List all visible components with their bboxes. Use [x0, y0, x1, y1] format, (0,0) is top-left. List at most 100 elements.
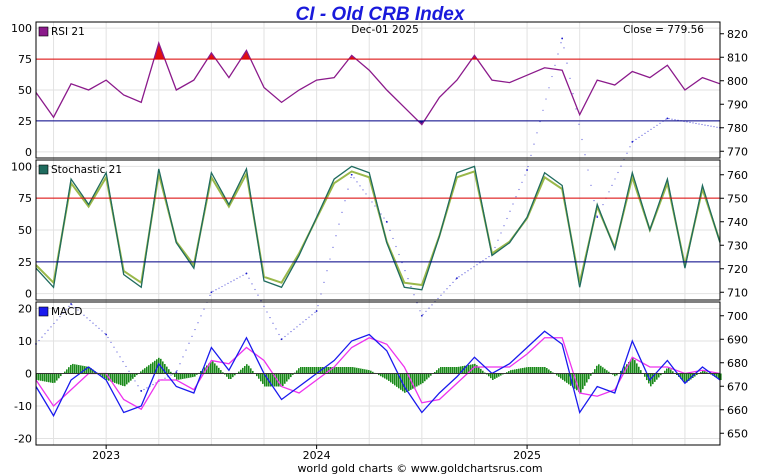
price-point [350, 173, 353, 176]
macd-histogram-bar [70, 364, 72, 374]
macd-histogram-bar [166, 366, 168, 374]
price-trace-dot [656, 124, 658, 126]
price-trace-dot [674, 119, 676, 121]
macd-histogram-bar [572, 373, 574, 388]
price-trace-dot [452, 281, 454, 283]
price-trace-dot [404, 270, 406, 272]
price-trace-dot [338, 223, 340, 225]
macd-histogram-bar [136, 373, 138, 376]
price-tick-label: 670 [727, 380, 748, 393]
price-trace-dot [365, 193, 367, 195]
macd-histogram-bar [526, 367, 528, 374]
macd-histogram-bar [494, 373, 496, 379]
price-trace-dot [698, 123, 700, 125]
macd-histogram-bar [626, 364, 628, 374]
macd-histogram-bar [694, 373, 696, 377]
macd-histogram-bar [110, 373, 112, 382]
macd-histogram-bar [392, 373, 394, 384]
macd-histogram-bar [206, 365, 208, 374]
price-tick-label: 790 [727, 98, 748, 111]
macd-histogram-bar [270, 373, 272, 387]
macd-histogram-bar [718, 373, 720, 379]
price-trace-dot [323, 281, 325, 283]
price-trace-dot [701, 123, 703, 126]
price-trace-dot [581, 138, 583, 141]
macd-histogram-bar [598, 364, 600, 374]
macd-histogram-bar [706, 372, 708, 374]
price-point [210, 291, 213, 294]
price-trace-dot [257, 294, 259, 296]
macd-histogram-bar [408, 373, 410, 391]
price-trace-dot [71, 304, 73, 306]
macd-histogram-bar [672, 371, 674, 374]
price-trace-dot [263, 305, 265, 307]
price-trace-dot [383, 217, 385, 219]
macd-histogram-bar [218, 367, 220, 374]
price-trace-dot [566, 62, 568, 64]
macd-histogram-bar [184, 373, 186, 379]
macd-histogram-bar [578, 373, 580, 392]
price-trace-dot [419, 310, 421, 312]
macd-histogram-bar [148, 365, 150, 374]
macd-histogram-bar [566, 373, 568, 383]
macd-histogram-bar [156, 359, 158, 374]
price-trace-dot [665, 118, 667, 120]
price-trace-dot [500, 232, 502, 234]
macd-histogram-bar [416, 373, 418, 387]
price-trace-dot [635, 138, 637, 140]
macd-histogram-bar [594, 369, 596, 374]
price-trace-dot [221, 285, 223, 288]
price-trace-dot [710, 125, 712, 127]
macd-histogram-bar [544, 367, 546, 374]
macd-histogram-bar [456, 367, 458, 374]
price-trace-dot [92, 322, 94, 324]
macd-histogram-bar [72, 363, 74, 374]
macd-histogram-bar [596, 365, 598, 374]
macd-histogram-bar [124, 373, 126, 387]
macd-histogram-bar [250, 368, 252, 374]
macd-histogram-bar [668, 367, 670, 374]
macd-histogram-bar [260, 373, 262, 382]
macd-histogram-bar [524, 367, 526, 374]
macd-histogram-bar [314, 367, 316, 374]
price-trace-dot [224, 284, 226, 286]
price-trace-dot [275, 328, 277, 330]
price-trace-dot [422, 313, 424, 316]
price-trace-dot [527, 165, 529, 168]
macd-histogram-bar [118, 373, 120, 385]
macd-histogram-bar [190, 373, 192, 378]
macd-histogram-bar [262, 373, 264, 384]
macd-histogram-bar [264, 373, 266, 387]
macd-histogram-bar [126, 373, 128, 385]
macd-histogram-bar [92, 369, 94, 374]
price-trace-dot [467, 270, 469, 272]
price-trace-dot [95, 325, 97, 327]
macd-histogram-bar [112, 373, 114, 383]
macd-histogram-bar [280, 373, 282, 387]
price-tick-label: 720 [727, 263, 748, 276]
price-point [561, 37, 564, 40]
macd-histogram-bar [438, 368, 440, 374]
price-trace-dot [551, 75, 553, 78]
macd-histogram-bar [446, 367, 448, 374]
macd-histogram-bar [352, 367, 354, 374]
price-trace-dot [212, 290, 214, 292]
macd-histogram-bar [664, 370, 666, 374]
price-trace-dot [134, 380, 136, 382]
macd-histogram-bar [76, 364, 78, 374]
macd-histogram-bar [104, 373, 106, 379]
macd-histogram-bar [574, 373, 576, 389]
macd-histogram-bar [88, 366, 90, 374]
price-trace-dot [284, 335, 286, 338]
price-trace-dot [545, 98, 547, 100]
panel-frame [35, 21, 721, 159]
price-tick-label: 820 [727, 28, 748, 41]
price-point [666, 117, 669, 120]
macd-histogram-bar [222, 372, 224, 374]
macd-histogram-bar [246, 364, 248, 374]
price-trace-dot [128, 370, 130, 372]
macd-histogram-bar [440, 367, 442, 374]
price-trace-dot [218, 287, 220, 289]
y-tick-label: 10 [18, 335, 32, 348]
